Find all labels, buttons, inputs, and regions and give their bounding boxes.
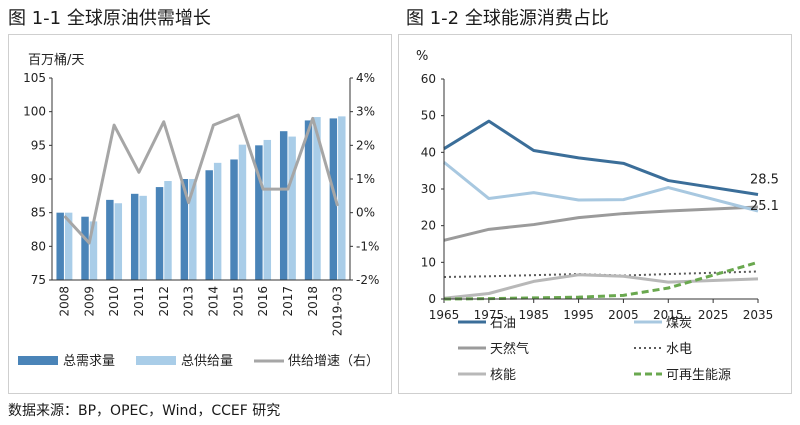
- bar-supply: [288, 136, 296, 280]
- annotation-label: 28.5: [750, 173, 779, 188]
- y2-tick-label: -1%: [356, 239, 379, 253]
- series-line-coal: [443, 161, 759, 213]
- bar-demand: [180, 179, 189, 280]
- legend-label-growth: 供给增速（右）: [288, 354, 379, 369]
- series-line-nuclear: [443, 273, 759, 300]
- y-tick-label: 40: [421, 145, 436, 159]
- growth-line: [63, 113, 340, 245]
- bar-supply: [64, 212, 73, 280]
- series-line-oil: [443, 119, 759, 196]
- bar-demand: [230, 159, 238, 280]
- x-tick-label: 2008: [57, 286, 71, 317]
- y-axis-label: 百万桶/天: [28, 53, 84, 68]
- oil-supply-demand-panel: 百万桶/天 75 80 85 90 95 100 105 -2% -1% 0% 1% 2% 3% 4% 200…: [8, 34, 392, 394]
- x-tick-label: 2025: [698, 308, 729, 322]
- y2-tick-label: -2%: [356, 273, 379, 287]
- bar-demand: [329, 118, 338, 281]
- x-tick-label: 2009: [82, 286, 96, 317]
- y2-tick-label: 2%: [356, 138, 375, 152]
- energy-share-chart: % 0 10 20 30 40 50 60 1965 1975 1985 1995 2005 2015 20…: [416, 49, 779, 383]
- legend-label-hydro: 水电: [666, 342, 692, 357]
- x-tick-label: 2035: [743, 308, 774, 322]
- y-tick-label: 60: [421, 72, 436, 86]
- bar-demand: [255, 145, 263, 280]
- bar-supply: [89, 221, 98, 280]
- bar-supply: [139, 195, 147, 280]
- bar-supply: [189, 179, 197, 280]
- legend-label-nuclear: 核能: [490, 368, 516, 383]
- x-tick-label: 1965: [429, 308, 460, 322]
- data-source-note: 数据来源：BP，OPEC，Wind，CCEF 研究: [8, 403, 281, 419]
- bar-demand: [304, 120, 313, 280]
- x-tick-label: 2005: [608, 308, 639, 322]
- x-tick-label: 1985: [518, 308, 549, 322]
- x-tick-label: 2015: [231, 286, 245, 317]
- legend-label-supply: 总供给量: [181, 354, 233, 369]
- legend-swatch-demand: [18, 356, 58, 365]
- legend-label-coal: 煤炭: [666, 316, 692, 331]
- legend-swatch-supply: [136, 356, 176, 365]
- bar-demand: [106, 199, 114, 280]
- bar-supply: [114, 203, 123, 280]
- y2-tick-label: 0%: [356, 206, 375, 220]
- series-line-gas: [443, 205, 759, 242]
- left-chart-title: 图 1-1 全球原油供需增长: [8, 8, 211, 29]
- y-tick-label: 100: [23, 105, 46, 119]
- x-tick-label: 1995: [563, 308, 594, 322]
- annotation-label: 25.1: [750, 199, 779, 214]
- y-tick-label: 105: [23, 71, 46, 85]
- bar-demand: [279, 131, 288, 280]
- legend-label-renewable: 可再生能源: [666, 368, 731, 383]
- x-tick-label: 2018: [306, 286, 320, 317]
- y-tick-label: 20: [421, 219, 436, 233]
- y-axis-label: %: [416, 49, 428, 64]
- oil-supply-demand-chart: 百万桶/天 75 80 85 90 95 100 105 -2% -1% 0% 1% 2% 3% 4% 200…: [18, 53, 379, 369]
- y2-tick-label: 3%: [356, 105, 375, 119]
- y-tick-label: 95: [31, 138, 46, 152]
- y-tick-label: 50: [421, 109, 436, 123]
- x-tick-label: 2014: [206, 286, 220, 317]
- x-tick-label: 2015: [653, 308, 684, 322]
- energy-share-panel: % 0 10 20 30 40 50 60 1965 1975 1985 1995 2005 2015 20…: [406, 34, 792, 394]
- x-tick-label: 2019-03: [331, 286, 345, 336]
- bar-supply: [338, 116, 346, 280]
- y-tick-label: 80: [31, 239, 46, 253]
- x-tick-label: 2010: [107, 286, 121, 317]
- y-tick-label: 30: [421, 182, 436, 196]
- y-tick-label: 90: [31, 172, 46, 186]
- y-tick-label: 75: [31, 273, 46, 287]
- bar-demand: [81, 216, 89, 280]
- legend-label-oil: 石油: [490, 316, 516, 331]
- bar-supply: [313, 117, 321, 280]
- bar-demand: [56, 212, 64, 280]
- y-tick-label: 10: [421, 255, 436, 269]
- x-tick-label: 2013: [182, 286, 196, 317]
- x-tick-label: 1975: [474, 308, 505, 322]
- y2-tick-label: 1%: [356, 172, 375, 186]
- bar-supply: [213, 162, 222, 280]
- bar-demand: [130, 193, 139, 280]
- right-chart-title: 图 1-2 全球能源消费占比: [406, 8, 609, 29]
- bar-supply: [263, 139, 272, 280]
- y-tick-label: 0: [428, 292, 436, 306]
- y-tick-label: 85: [31, 206, 46, 220]
- x-tick-label: 2016: [256, 286, 270, 317]
- bar-demand: [205, 170, 213, 280]
- x-tick-label: 2011: [132, 286, 146, 317]
- bar-supply: [238, 144, 247, 280]
- x-tick-label: 2017: [281, 286, 295, 317]
- bar-supply: [164, 181, 172, 280]
- legend-label-gas: 天然气: [490, 341, 529, 357]
- y2-tick-label: 4%: [356, 71, 375, 85]
- legend-label-demand: 总需求量: [63, 354, 115, 369]
- bar-demand: [155, 187, 164, 280]
- x-tick-label: 2012: [157, 286, 171, 317]
